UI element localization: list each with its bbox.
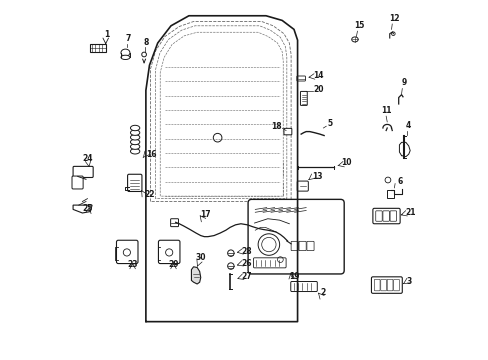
Polygon shape [73, 205, 92, 213]
FancyBboxPatch shape [300, 91, 306, 105]
Ellipse shape [130, 125, 140, 131]
Text: 17: 17 [199, 211, 210, 220]
Text: 26: 26 [241, 259, 252, 268]
Ellipse shape [130, 144, 140, 149]
Ellipse shape [130, 149, 140, 154]
FancyBboxPatch shape [127, 174, 142, 192]
FancyBboxPatch shape [284, 129, 291, 135]
Text: 1: 1 [104, 31, 109, 40]
Text: 5: 5 [327, 119, 332, 128]
Text: 3: 3 [406, 276, 411, 285]
Ellipse shape [130, 139, 140, 145]
Text: 25: 25 [82, 204, 92, 213]
FancyBboxPatch shape [373, 279, 379, 291]
Text: 14: 14 [313, 71, 323, 80]
Ellipse shape [121, 49, 130, 56]
FancyBboxPatch shape [371, 277, 402, 293]
FancyBboxPatch shape [306, 241, 313, 251]
Ellipse shape [351, 37, 357, 42]
Text: 2: 2 [320, 288, 325, 297]
Text: 6: 6 [396, 177, 402, 186]
FancyBboxPatch shape [296, 76, 305, 81]
Text: 9: 9 [401, 78, 406, 87]
Text: 10: 10 [341, 158, 351, 167]
FancyBboxPatch shape [247, 199, 344, 274]
Text: 27: 27 [241, 272, 252, 281]
Text: 13: 13 [311, 172, 322, 181]
FancyBboxPatch shape [382, 211, 388, 221]
FancyBboxPatch shape [72, 176, 83, 189]
FancyBboxPatch shape [380, 279, 386, 291]
Polygon shape [191, 267, 201, 284]
Text: 23: 23 [127, 260, 138, 269]
Text: 30: 30 [195, 253, 205, 262]
FancyBboxPatch shape [116, 240, 138, 264]
Bar [386, 190, 394, 198]
FancyBboxPatch shape [158, 240, 180, 264]
FancyBboxPatch shape [73, 166, 93, 177]
FancyBboxPatch shape [386, 279, 392, 291]
Text: 29: 29 [168, 260, 179, 269]
Text: 11: 11 [380, 107, 390, 116]
Text: 21: 21 [405, 208, 415, 217]
FancyBboxPatch shape [372, 208, 399, 224]
Text: 15: 15 [353, 21, 364, 30]
Text: 22: 22 [144, 190, 154, 199]
FancyBboxPatch shape [290, 241, 298, 251]
Ellipse shape [130, 135, 140, 140]
FancyBboxPatch shape [290, 282, 317, 292]
FancyBboxPatch shape [389, 211, 396, 221]
FancyBboxPatch shape [170, 219, 178, 226]
Text: 16: 16 [145, 150, 156, 159]
FancyBboxPatch shape [375, 211, 382, 221]
FancyBboxPatch shape [297, 181, 308, 191]
Text: 8: 8 [143, 37, 148, 46]
Ellipse shape [121, 55, 130, 59]
Text: 18: 18 [271, 122, 282, 131]
Text: 12: 12 [388, 14, 399, 23]
Text: 19: 19 [288, 272, 299, 281]
FancyBboxPatch shape [393, 279, 399, 291]
FancyBboxPatch shape [253, 258, 285, 268]
Text: 20: 20 [313, 85, 323, 94]
Text: 4: 4 [405, 121, 410, 130]
FancyBboxPatch shape [298, 241, 305, 251]
Text: 28: 28 [241, 247, 252, 256]
Ellipse shape [142, 52, 146, 57]
Ellipse shape [130, 130, 140, 135]
Text: 7: 7 [125, 34, 130, 43]
Text: 24: 24 [82, 154, 93, 163]
FancyBboxPatch shape [90, 44, 106, 51]
